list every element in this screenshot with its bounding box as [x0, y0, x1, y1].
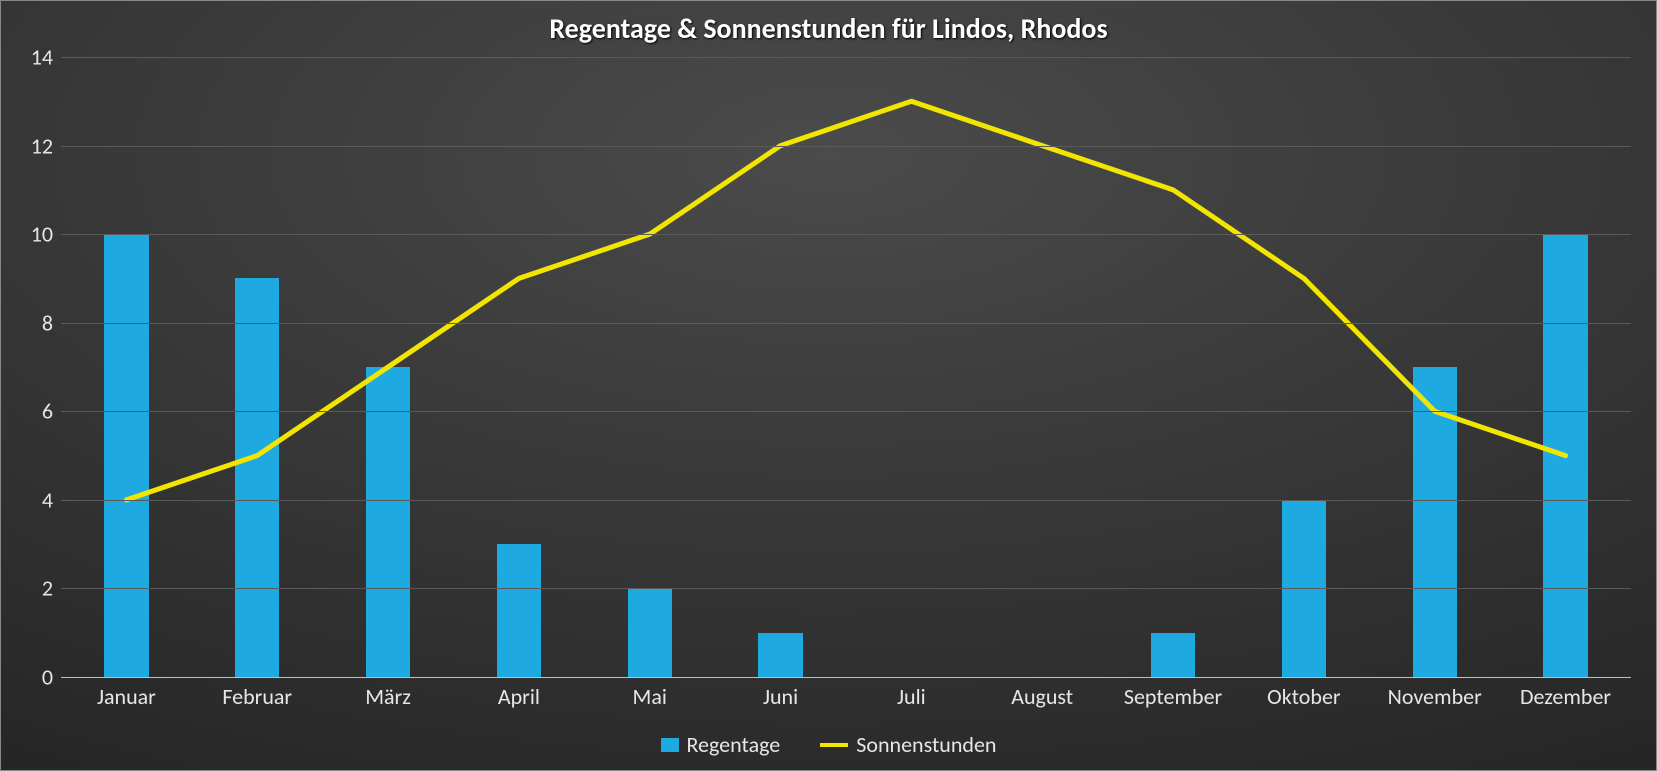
x-category-label: November: [1369, 683, 1500, 713]
x-axis-line: [61, 677, 1631, 678]
grid-line: [61, 411, 1631, 412]
legend-swatch-line-icon: [820, 743, 848, 747]
chart-title: Regentage & Sonnenstunden für Lindos, Rh…: [1, 11, 1656, 46]
x-category-label: Januar: [61, 683, 192, 713]
y-tick-label: 2: [13, 575, 53, 602]
grid-line: [61, 57, 1631, 58]
x-category-label: April: [453, 683, 584, 713]
x-category-label: Februar: [192, 683, 323, 713]
x-axis-categories: JanuarFebruarMärzAprilMaiJuniJuliAugustS…: [61, 683, 1631, 713]
legend-swatch-bar-icon: [661, 738, 679, 752]
legend-item-sonnenstunden: Sonnenstunden: [820, 731, 996, 758]
line-layer: [61, 57, 1631, 677]
y-tick-label: 0: [13, 664, 53, 691]
chart-container: Regentage & Sonnenstunden für Lindos, Rh…: [0, 0, 1657, 771]
legend-label-regentage: Regentage: [687, 731, 781, 758]
x-category-label: März: [323, 683, 454, 713]
y-tick-label: 4: [13, 486, 53, 513]
x-category-label: September: [1108, 683, 1239, 713]
x-category-label: Mai: [584, 683, 715, 713]
y-tick-label: 10: [13, 221, 53, 248]
plot-area: JanuarFebruarMärzAprilMaiJuniJuliAugustS…: [61, 57, 1631, 677]
y-tick-label: 8: [13, 309, 53, 336]
y-tick-label: 6: [13, 398, 53, 425]
x-category-label: Juni: [715, 683, 846, 713]
x-category-label: Juli: [846, 683, 977, 713]
legend-item-regentage: Regentage: [661, 731, 781, 758]
legend: Regentage Sonnenstunden: [1, 731, 1656, 758]
grid-line: [61, 323, 1631, 324]
line-series: [126, 101, 1565, 500]
x-category-label: August: [977, 683, 1108, 713]
grid-line: [61, 500, 1631, 501]
grid-line: [61, 588, 1631, 589]
legend-label-sonnenstunden: Sonnenstunden: [856, 731, 996, 758]
grid-line: [61, 234, 1631, 235]
grid-line: [61, 146, 1631, 147]
x-category-label: Dezember: [1500, 683, 1631, 713]
y-tick-label: 12: [13, 132, 53, 159]
x-category-label: Oktober: [1238, 683, 1369, 713]
y-tick-label: 14: [13, 44, 53, 71]
